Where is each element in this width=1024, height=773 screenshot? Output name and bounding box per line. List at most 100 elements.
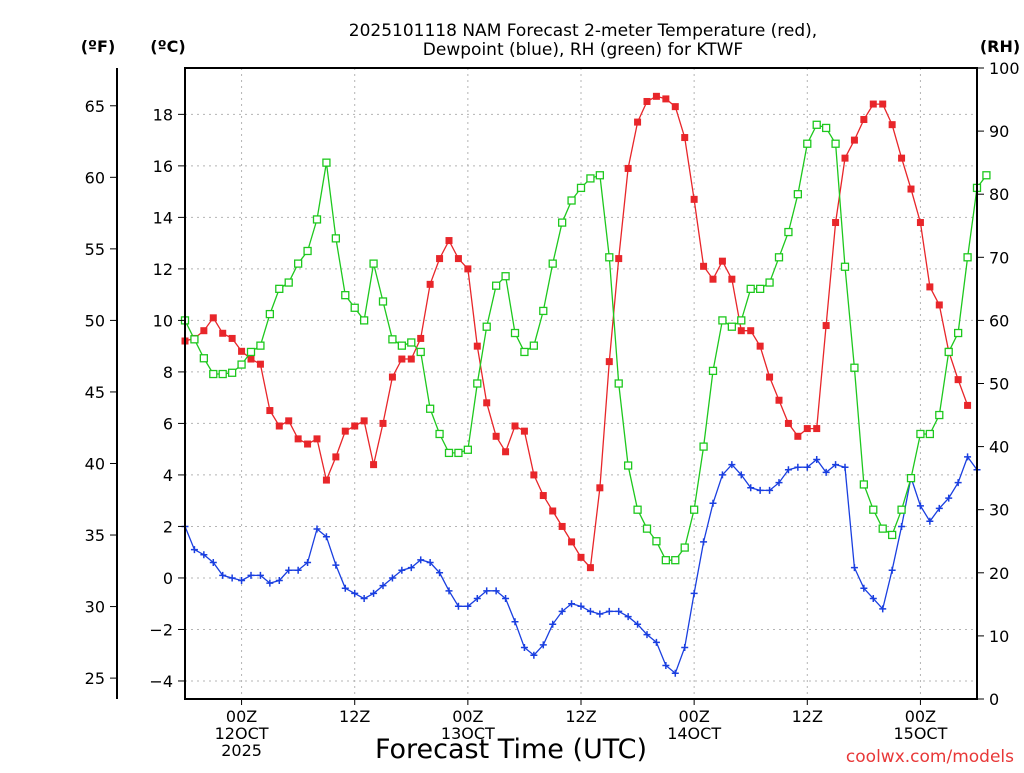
2-meter-temperature-point (586, 564, 594, 572)
2-meter-temperature-point (256, 360, 264, 368)
dewpoint-point (275, 577, 283, 585)
2-meter-temperature-point (341, 427, 349, 435)
x-tick-label: 15OCT (893, 724, 947, 743)
dewpoint-point (398, 566, 406, 574)
celsius-tick-label: 12 (153, 260, 173, 279)
2-meter-temperature-point (850, 136, 858, 144)
rh-point (774, 253, 784, 262)
dewpoint-point (634, 620, 642, 628)
dewpoint-point (549, 620, 557, 628)
x-tick-label: 12OCT (215, 724, 269, 743)
2-meter-temperature-point (228, 334, 236, 342)
dewpoint-point (624, 613, 632, 621)
2-meter-temperature-point (671, 103, 679, 111)
2-meter-temperature-point (549, 507, 557, 515)
rh-tick-label: 80 (989, 185, 1009, 204)
dewpoint-point (652, 638, 660, 646)
dewpoint-point (539, 641, 547, 649)
rh-point (784, 227, 793, 237)
2-meter-temperature-point (737, 327, 745, 335)
x-tick-label: 14OCT (667, 724, 721, 743)
dewpoint-point (945, 494, 953, 502)
2-meter-temperature-point (652, 92, 660, 100)
dewpoint-point (615, 607, 623, 615)
2-meter-temperature-point (615, 255, 623, 263)
2-meter-temperature-point (643, 97, 651, 105)
2-meter-temperature-point (511, 422, 519, 430)
dewpoint-point (238, 577, 246, 585)
rh-point (869, 505, 878, 514)
dewpoint-point (228, 574, 236, 582)
rh-tick-label: 10 (989, 627, 1009, 646)
2-meter-temperature-point (935, 301, 943, 309)
celsius-tick-label: 16 (153, 157, 173, 176)
rh-point (746, 284, 755, 294)
dewpoint-point (681, 643, 689, 651)
dewpoint-point (219, 571, 227, 579)
2-meter-temperature-point (784, 419, 792, 427)
dewpoint-point (747, 484, 755, 492)
2-meter-temperature-point (568, 538, 576, 546)
chart-title-line1: 2025101118 NAM Forecast 2-meter Temperat… (349, 21, 817, 41)
dewpoint-point (964, 453, 972, 461)
x-tick-label: 00Z (905, 707, 936, 726)
rh-point (803, 139, 812, 148)
rh-point (699, 442, 708, 451)
2-meter-temperature-point (209, 314, 217, 322)
rh-point (473, 379, 482, 388)
rh-point (567, 196, 576, 205)
dewpoint-point (322, 533, 330, 541)
rh-point (850, 363, 859, 372)
2-meter-temperature-point (756, 342, 764, 350)
celsius-tick-label: −4 (149, 672, 173, 691)
rh-tick-label: 40 (989, 438, 1009, 457)
rh-point (539, 306, 548, 316)
dewpoint-point (643, 631, 651, 639)
2-meter-temperature-point (605, 358, 613, 366)
rh-point (897, 505, 906, 514)
celsius-tick-label: 0 (163, 569, 173, 588)
2-meter-temperature-point (709, 275, 717, 283)
2-meter-temperature-point (313, 435, 321, 443)
2-meter-temperature-point (898, 154, 906, 162)
dewpoint-point (586, 607, 594, 615)
rh-point (425, 404, 435, 413)
rh-point (265, 309, 275, 319)
dewpoint-point (360, 595, 368, 603)
dewpoint-point (511, 618, 519, 626)
rh-point (737, 316, 746, 325)
dewpoint-point (483, 587, 491, 595)
rh-point (548, 259, 557, 268)
dewpoint-point (200, 551, 208, 559)
rh-point (944, 347, 953, 357)
fahrenheit-tick-label: 25 (85, 669, 105, 688)
2-meter-temperature-point (332, 453, 340, 461)
2-meter-temperature-point (879, 100, 887, 108)
rh-point (982, 171, 991, 180)
rh-point (246, 347, 256, 357)
dewpoint-point (464, 602, 472, 610)
2-meter-temperature-point (577, 553, 585, 561)
dewpoint-point (341, 584, 349, 592)
rh-tick-label: 30 (989, 501, 1009, 520)
dewpoint-point (313, 525, 321, 533)
rh-line (184, 124, 987, 561)
rh-point (218, 369, 227, 379)
2-meter-temperature-point (322, 476, 330, 484)
dewpoint-point (869, 595, 877, 603)
x-tick-label: 00Z (678, 707, 709, 726)
rh-point (963, 253, 972, 262)
celsius-tick-label: −2 (149, 620, 173, 639)
x-tick-label: 2025 (221, 741, 262, 760)
x-axis-label: Forecast Time (UTC) (375, 734, 647, 765)
fahrenheit-tick-label: 45 (85, 383, 105, 402)
celsius-unit-label: (ºC) (150, 37, 185, 56)
dewpoint-point (860, 584, 868, 592)
2-meter-temperature-point (681, 134, 689, 142)
rh-point (916, 429, 925, 439)
2-meter-temperature-point (803, 425, 811, 433)
rh-point (209, 369, 218, 379)
dewpoint-point (407, 564, 415, 572)
2-meter-temperature-point (266, 407, 274, 415)
fahrenheit-tick-label: 65 (85, 97, 105, 116)
